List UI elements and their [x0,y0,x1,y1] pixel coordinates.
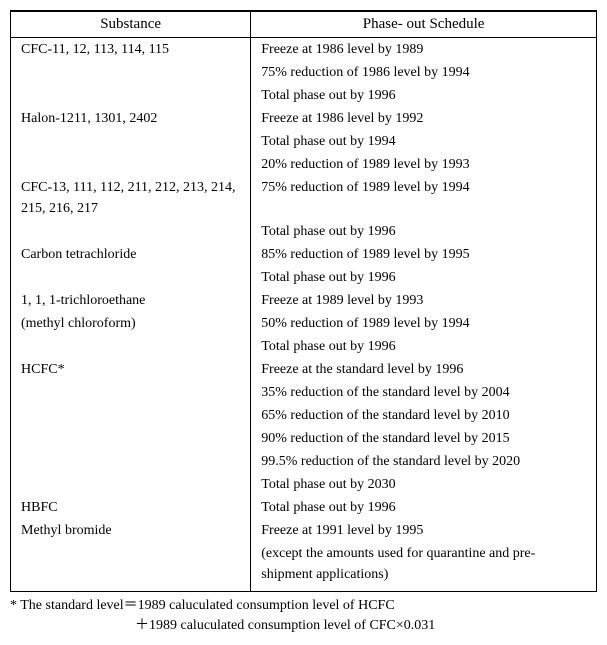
cell-substance: CFC-13, 111, 112, 211, 212, 213, 214, 21… [11,176,251,220]
cell-schedule: (except the amounts used for quarantine … [251,542,597,592]
cell-substance: HBFC [11,496,251,519]
cell-schedule: 20% reduction of 1989 level by 1993 [251,153,597,176]
table-row: (methyl chloroform)50% reduction of 1989… [11,312,597,335]
cell-substance: Carbon tetrachloride [11,243,251,266]
table-row: Total phase out by 1996 [11,266,597,289]
cell-substance [11,130,251,153]
cell-substance [11,153,251,176]
cell-schedule: Total phase out by 1996 [251,496,597,519]
footnote: * The standard level＝1989 caluculated co… [10,596,597,635]
cell-schedule: Total phase out by 1994 [251,130,597,153]
cell-schedule: Total phase out by 1996 [251,220,597,243]
table-row: 35% reduction of the standard level by 2… [11,381,597,404]
phaseout-table: Substance Phase- out Schedule CFC-11, 12… [10,10,597,592]
cell-schedule: 99.5% reduction of the standard level by… [251,450,597,473]
cell-substance [11,542,251,592]
header-substance: Substance [11,11,251,38]
cell-substance: Methyl bromide [11,519,251,542]
cell-schedule: Total phase out by 1996 [251,84,597,107]
table-row: Total phase out by 2030 [11,473,597,496]
cell-schedule: Freeze at 1991 level by 1995 [251,519,597,542]
cell-substance [11,61,251,84]
table-row: Carbon tetrachloride85% reduction of 198… [11,243,597,266]
table-row: Methyl bromideFreeze at 1991 level by 19… [11,519,597,542]
table-header-row: Substance Phase- out Schedule [11,11,597,38]
table-row: 99.5% reduction of the standard level by… [11,450,597,473]
cell-substance: HCFC* [11,358,251,381]
table-row: Total phase out by 1994 [11,130,597,153]
cell-substance [11,266,251,289]
cell-schedule: 65% reduction of the standard level by 2… [251,404,597,427]
table-row: CFC-13, 111, 112, 211, 212, 213, 214, 21… [11,176,597,220]
table-row: Total phase out by 1996 [11,220,597,243]
table-row: Total phase out by 1996 [11,84,597,107]
table-row: 65% reduction of the standard level by 2… [11,404,597,427]
table-row: 20% reduction of 1989 level by 1993 [11,153,597,176]
cell-substance [11,220,251,243]
footnote-line2: ＋1989 caluculated consumption level of C… [10,616,597,636]
table-row: 75% reduction of 1986 level by 1994 [11,61,597,84]
cell-schedule: Freeze at 1989 level by 1993 [251,289,597,312]
cell-schedule: 90% reduction of the standard level by 2… [251,427,597,450]
cell-schedule: 75% reduction of 1989 level by 1994 [251,176,597,220]
table-row: (except the amounts used for quarantine … [11,542,597,592]
cell-schedule: Total phase out by 1996 [251,266,597,289]
cell-substance [11,335,251,358]
cell-substance [11,450,251,473]
table-row: 90% reduction of the standard level by 2… [11,427,597,450]
cell-schedule: Total phase out by 2030 [251,473,597,496]
cell-schedule: 50% reduction of 1989 level by 1994 [251,312,597,335]
cell-schedule: 35% reduction of the standard level by 2… [251,381,597,404]
cell-substance: 1, 1, 1-trichloroethane [11,289,251,312]
cell-substance: (methyl chloroform) [11,312,251,335]
cell-schedule: Freeze at 1986 level by 1992 [251,107,597,130]
table-row: CFC-11, 12, 113, 114, 115Freeze at 1986 … [11,38,597,62]
table-row: HBFCTotal phase out by 1996 [11,496,597,519]
table-row: 1, 1, 1-trichloroethaneFreeze at 1989 le… [11,289,597,312]
cell-substance [11,381,251,404]
cell-substance: Halon-1211, 1301, 2402 [11,107,251,130]
cell-substance [11,84,251,107]
table-row: HCFC*Freeze at the standard level by 199… [11,358,597,381]
header-schedule: Phase- out Schedule [251,11,597,38]
cell-schedule: Freeze at the standard level by 1996 [251,358,597,381]
cell-schedule: Freeze at 1986 level by 1989 [251,38,597,62]
cell-schedule: Total phase out by 1996 [251,335,597,358]
cell-schedule: 75% reduction of 1986 level by 1994 [251,61,597,84]
cell-schedule: 85% reduction of 1989 level by 1995 [251,243,597,266]
footnote-line1: * The standard level＝1989 caluculated co… [10,596,597,616]
cell-substance [11,404,251,427]
table-row: Halon-1211, 1301, 2402Freeze at 1986 lev… [11,107,597,130]
cell-substance [11,473,251,496]
table-row: Total phase out by 1996 [11,335,597,358]
cell-substance: CFC-11, 12, 113, 114, 115 [11,38,251,62]
cell-substance [11,427,251,450]
